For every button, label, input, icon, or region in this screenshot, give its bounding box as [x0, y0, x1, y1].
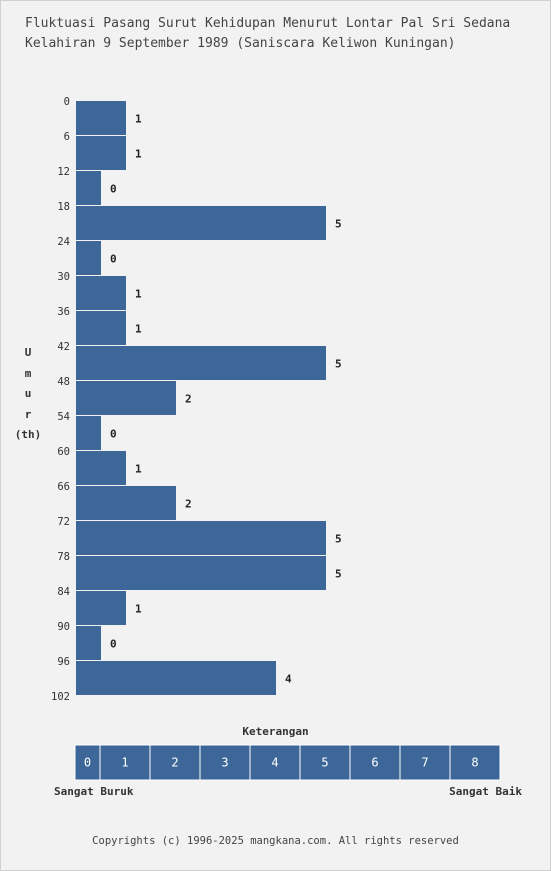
y-tick-label: 30: [57, 271, 70, 283]
chart-title: Fluktuasi Pasang Surut Kehidupan Menurut…: [25, 14, 510, 54]
legend-right-label: Sangat Baik: [449, 785, 522, 798]
legend-scale-cell: [99, 744, 151, 781]
bar-value-label: 4: [285, 673, 292, 686]
title-line-2: Kelahiran 9 September 1989 (Saniscara Ke…: [25, 36, 456, 51]
bar: [76, 451, 126, 485]
bar-value-label: 2: [185, 498, 192, 511]
bar: [76, 486, 176, 520]
legend-scale-cell: [449, 744, 501, 781]
bar: [76, 521, 326, 555]
bar-value-label: 5: [335, 568, 342, 581]
legend-title: Keterangan: [242, 725, 309, 738]
bar: [76, 276, 126, 310]
bar: [76, 241, 101, 275]
legend-scale-label: 0: [84, 756, 91, 770]
y-tick-label: 66: [57, 481, 70, 493]
bar: [76, 136, 126, 170]
y-axis-label-char: m: [24, 366, 32, 380]
y-tick-label: 60: [57, 446, 70, 458]
legend-scale-cell: [299, 744, 351, 781]
bar: [76, 591, 126, 625]
bar-value-label: 1: [135, 463, 142, 476]
y-tick-label: 48: [57, 376, 70, 388]
y-tick-label: 18: [57, 201, 70, 213]
bar-value-label: 0: [110, 428, 117, 441]
y-tick-label: 6: [64, 131, 70, 143]
bar: [76, 311, 126, 345]
bar-value-label: 0: [110, 253, 117, 266]
y-tick-label: 90: [57, 621, 70, 633]
y-axis-label-char: U: [24, 346, 32, 359]
bar-value-label: 1: [135, 113, 142, 126]
y-tick-label: 54: [57, 411, 70, 423]
y-axis-label-char: r: [24, 407, 32, 421]
legend-scale-label: 2: [171, 756, 178, 770]
y-axis-label: U m u r (th): [14, 343, 42, 446]
bar-value-label: 1: [135, 148, 142, 161]
bar-value-label: 5: [335, 533, 342, 546]
legend-scale-label: 7: [421, 756, 428, 770]
legend-scale-label: 1: [121, 756, 128, 770]
legend-left-label: Sangat Buruk: [54, 785, 134, 798]
legend-scale-label: 8: [471, 756, 478, 770]
bar: [76, 416, 101, 450]
title-line-1: Fluktuasi Pasang Surut Kehidupan Menurut…: [25, 16, 511, 31]
y-axis-label-unit: (th): [14, 428, 42, 441]
bar: [76, 346, 326, 380]
copyright-text: Copyrights (c) 1996-2025 mangkana.com. A…: [92, 835, 459, 847]
y-tick-label: 78: [57, 551, 70, 563]
y-tick-label: 102: [51, 691, 70, 703]
legend-scale-label: 6: [371, 756, 378, 770]
bar: [76, 661, 276, 695]
y-tick-label: 72: [57, 516, 70, 528]
y-tick-label: 12: [57, 166, 70, 178]
bar-value-label: 1: [135, 323, 142, 336]
y-tick-label: 42: [57, 341, 70, 353]
y-tick-label: 84: [57, 586, 70, 598]
bar-value-label: 0: [110, 183, 117, 196]
bar: [76, 381, 176, 415]
bar-value-label: 0: [110, 638, 117, 651]
y-tick-label: 96: [57, 656, 70, 668]
bar-value-label: 1: [135, 603, 142, 616]
bar: [76, 206, 326, 240]
bar: [76, 171, 101, 205]
legend-scale-label: 5: [321, 756, 328, 770]
bar-value-label: 5: [335, 358, 342, 371]
bar-value-label: 2: [185, 393, 192, 406]
y-tick-label: 24: [57, 236, 70, 248]
bar: [76, 626, 101, 660]
legend-scale-label: 4: [271, 756, 278, 770]
bar: [76, 556, 326, 590]
bar: [76, 101, 126, 135]
y-axis-label-char: u: [24, 387, 32, 400]
y-tick-label: 36: [57, 306, 70, 318]
legend-scale-label: 3: [221, 756, 228, 770]
bar-value-label: 5: [335, 218, 342, 231]
legend-scale-cell: [399, 744, 451, 781]
legend-scale-cell: [199, 744, 251, 781]
bar-value-label: 1: [135, 288, 142, 301]
y-tick-label: 0: [64, 96, 70, 108]
